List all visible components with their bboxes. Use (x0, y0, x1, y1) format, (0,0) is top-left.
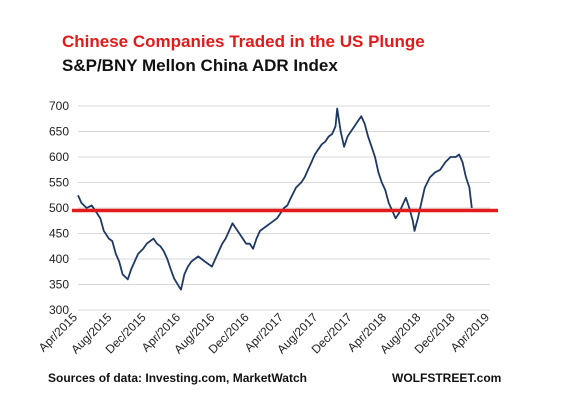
y-tick-label: 700 (49, 99, 69, 113)
chart-title: Chinese Companies Traded in the US Plung… (62, 32, 425, 51)
brand-label: WOLFSTREET.com (392, 371, 502, 385)
y-tick-label: 550 (49, 176, 69, 190)
y-tick-label: 650 (49, 125, 69, 139)
x-tick-label: Apr/2019 (448, 310, 493, 355)
y-tick-label: 600 (49, 150, 69, 164)
y-tick-label: 500 (49, 201, 69, 215)
y-tick-label: 300 (49, 303, 69, 317)
y-tick-label: 450 (49, 227, 69, 241)
chart-subtitle: S&P/BNY Mellon China ADR Index (62, 56, 338, 75)
y-tick-label: 350 (49, 278, 69, 292)
source-note: Sources of data: Investing.com, MarketWa… (48, 371, 307, 385)
y-tick-label: 400 (49, 252, 69, 266)
series-line (77, 107, 473, 291)
